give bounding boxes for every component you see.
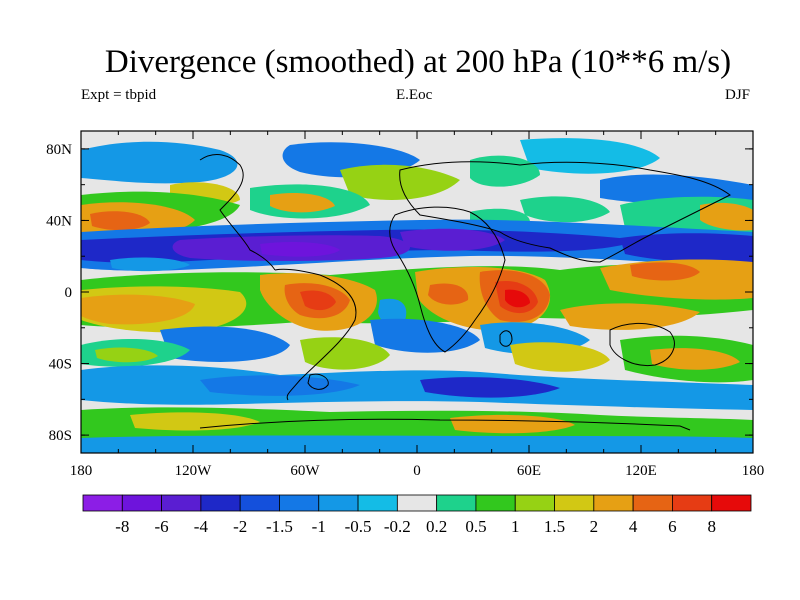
south-america-coastline [274,268,357,401]
australia-coastline [609,322,675,367]
colorbar-swatch [475,494,516,512]
tropical-convergence-band [81,219,753,272]
season-label: DJF [725,87,751,103]
colorbar-swatch [82,494,123,512]
colorbar-label: -6 [155,517,169,536]
eurasia-coastline [399,161,731,263]
colorbar-swatch [632,494,673,512]
colorbar-label: 4 [629,517,638,536]
axis-labels: 180 120W 60W 0 60E 120E 180 80N 40N 0 40S 80S [46,142,764,479]
colorbar-label: -1 [312,517,326,536]
colorbar-label: 8 [707,517,716,536]
colorbar-swatch [672,494,713,512]
africa-coastline [389,206,506,353]
colorbar-label: 6 [668,517,677,536]
y-tick-label: 40N [46,213,72,229]
colorbar-swatch [279,494,320,512]
colorbar-label: 0.5 [465,517,486,536]
colorbar-swatch [121,494,162,512]
colorbar-swatch [711,494,752,512]
sh-field [81,318,753,453]
case-label: E.Eoc [396,87,433,103]
x-tick-label: 120E [625,463,657,479]
y-tick-label: 0 [65,285,73,301]
x-tick-label: 120W [175,463,213,479]
colorbar-label: -1.5 [266,517,293,536]
madagascar-outline [499,330,513,347]
colorbar-swatch [318,494,359,512]
x-tick-label: 60W [290,463,320,479]
colorbar-label: -2 [233,517,247,536]
colorbar-swatch [161,494,202,512]
coastlines [199,154,731,431]
x-tick-label: 0 [413,463,421,479]
plot-area [81,131,753,453]
colorbar-swatch [357,494,398,512]
colorbar-swatch [436,494,477,512]
colorbar-label: -0.5 [345,517,372,536]
colorbar-label: 1 [511,517,520,536]
axis-ticks [80,131,754,453]
antarctica-coastline [199,418,691,431]
falkland-outline [307,373,329,390]
experiment-label: Expt = tbpid [81,87,157,103]
colorbar-label: -8 [115,517,129,536]
colorbar-label: 2 [590,517,599,536]
colorbar-swatch [200,494,241,512]
y-tick-label: 80S [49,428,72,444]
colorbar-label: 1.5 [544,517,565,536]
colorbar-label: -4 [194,517,209,536]
colorbar-swatch [239,494,280,512]
colorbar-label: -0.2 [384,517,411,536]
x-tick-label: 180 [70,463,93,479]
y-tick-label: 80N [46,142,72,158]
chart-title: Divergence (smoothed) at 200 hPa (10**6 … [104,44,732,80]
colorbar-swatch [514,494,555,512]
colorbar-swatch [593,494,634,512]
colorbar-label: 0.2 [426,517,447,536]
x-tick-label: 60E [517,463,541,479]
north-america-coastline [199,154,276,271]
x-tick-label: 180 [742,463,765,479]
colorbar-swatch [554,494,595,512]
colorbar-swatch [396,494,438,512]
y-tick-label: 40S [49,357,72,373]
colorbar: -8 -6 -4 -2 -1.5 -1 -0.5 -0.2 0.2 0.5 1 1.5 2 4 6 8 [82,494,752,536]
